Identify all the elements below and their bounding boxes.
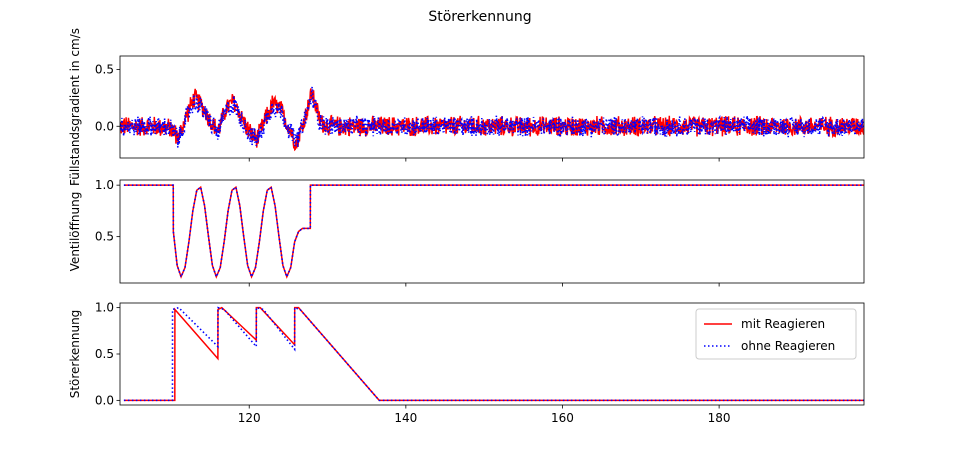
y-tick-label: 1.0 (95, 301, 114, 315)
x-tick-label: 120 (238, 411, 261, 425)
y-tick-label: 0.0 (95, 393, 114, 407)
x-tick-label: 180 (708, 411, 731, 425)
axes-frame (119, 179, 865, 284)
axes-frame (119, 55, 865, 159)
panels: 0.0 0.5 Füllstandsgradient in cm/s 0.5 1.0 Ve… (68, 28, 865, 425)
y-tick-label: 1.0 (95, 178, 114, 192)
y-axis-label: Ventilöffnung (68, 192, 82, 272)
legend-label: ohne Reagieren (741, 339, 835, 353)
panel-bottom: 0.0 0.5 1.0 120 140 160 180 Störerkennung mit Re… (68, 301, 865, 425)
panel-top: 0.0 0.5 Füllstandsgradient in cm/s (68, 28, 865, 186)
y-axis-label: Füllstandsgradient in cm/s (68, 28, 82, 186)
series-group (123, 306, 864, 402)
x-tick-label: 140 (394, 411, 417, 425)
y-tick-label: 0.5 (95, 63, 114, 77)
y-tick-label: 0.0 (95, 119, 114, 133)
series-line-ohne-reagieren (120, 86, 864, 148)
x-tick-label: 160 (551, 411, 574, 425)
series-line-mit-reagieren (123, 184, 864, 279)
y-tick-label: 0.5 (95, 347, 114, 361)
series-line-mit-reagieren (120, 88, 864, 152)
y-axis-label: Störerkennung (68, 310, 82, 399)
legend-label: mit Reagieren (741, 317, 825, 331)
y-tick-label: 0.5 (95, 230, 114, 244)
legend-box (695, 308, 857, 360)
series-line-ohne-reagieren (123, 184, 864, 280)
legend: mit Reagieren ohne Reagieren (695, 308, 857, 360)
panel-middle: 0.5 1.0 Ventilöffnung (68, 178, 865, 287)
series-group (120, 86, 864, 152)
series-group (123, 184, 864, 280)
series-line-mit-reagieren (123, 306, 864, 402)
chart-title: Störerkennung (428, 9, 531, 25)
